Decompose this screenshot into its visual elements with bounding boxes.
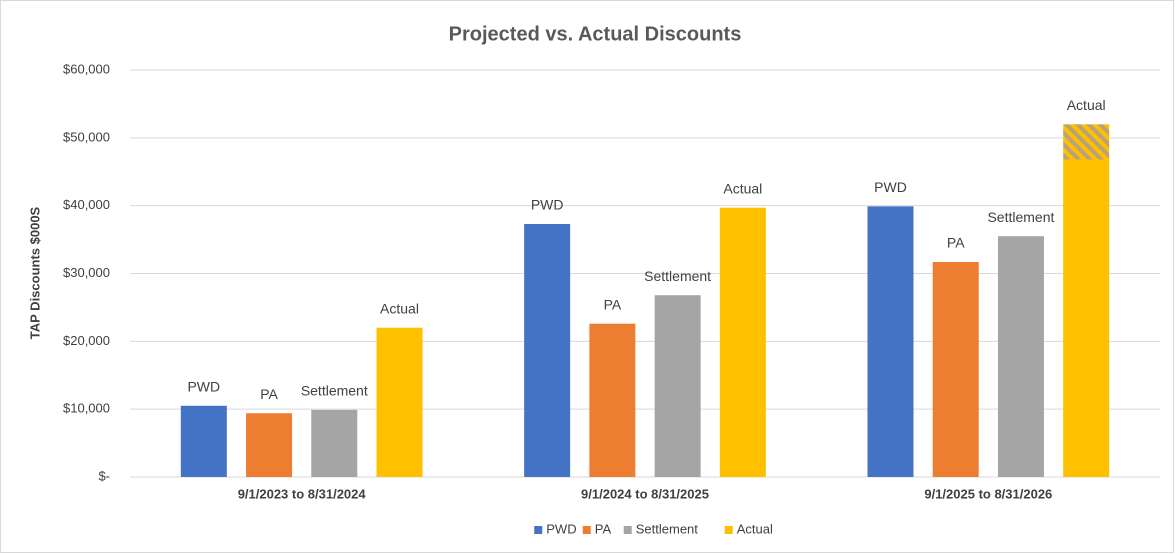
y-axis-label: TAP Discounts $000S: [27, 206, 42, 339]
y-tick-label: $30,000: [63, 265, 110, 280]
data-label: PA: [260, 386, 278, 402]
legend-label: PWD: [546, 521, 576, 536]
bar: [311, 409, 358, 477]
legend-label: Actual: [737, 521, 773, 536]
legend-swatch: [534, 526, 543, 534]
data-label: PWD: [187, 378, 220, 394]
y-tick-label: $40,000: [63, 197, 110, 212]
data-label: PA: [604, 296, 622, 312]
y-tick-label: $20,000: [63, 333, 110, 348]
bar: [180, 405, 227, 477]
data-label: PA: [947, 235, 965, 251]
data-label: Actual: [1067, 97, 1106, 113]
bar: [932, 261, 979, 477]
data-label: Settlement: [644, 268, 711, 284]
x-tick-label: 9/1/2024 to 8/31/2025: [581, 486, 709, 501]
x-tick-label: 9/1/2025 to 8/31/2026: [924, 486, 1052, 501]
bar-hatched-segment: [1063, 124, 1110, 160]
y-tick-label: $10,000: [63, 401, 110, 416]
bar: [867, 206, 914, 477]
chart-title: Projected vs. Actual Discounts: [449, 23, 742, 45]
data-label: Settlement: [301, 383, 368, 399]
bar: [376, 327, 423, 477]
bar: [246, 413, 293, 477]
y-tick-label: $50,000: [63, 129, 110, 144]
data-label: PWD: [874, 179, 907, 195]
bar: [589, 323, 636, 477]
legend-swatch: [582, 526, 591, 534]
legend-label: Settlement: [636, 521, 699, 536]
y-tick-label: $60,000: [63, 61, 110, 76]
y-tick-label: $-: [98, 468, 110, 483]
legend-swatch: [724, 526, 733, 534]
bar: [524, 223, 571, 477]
bar: [997, 236, 1044, 477]
bar: [719, 207, 766, 477]
data-label: PWD: [531, 197, 564, 213]
data-label: Settlement: [987, 209, 1054, 225]
legend-swatch: [623, 526, 632, 534]
bar: [1063, 159, 1110, 478]
data-label: Actual: [723, 180, 762, 196]
x-tick-label: 9/1/2023 to 8/31/2024: [238, 486, 367, 501]
legend-label: PA: [595, 521, 612, 536]
bar: [654, 295, 701, 477]
data-label: Actual: [380, 300, 419, 316]
